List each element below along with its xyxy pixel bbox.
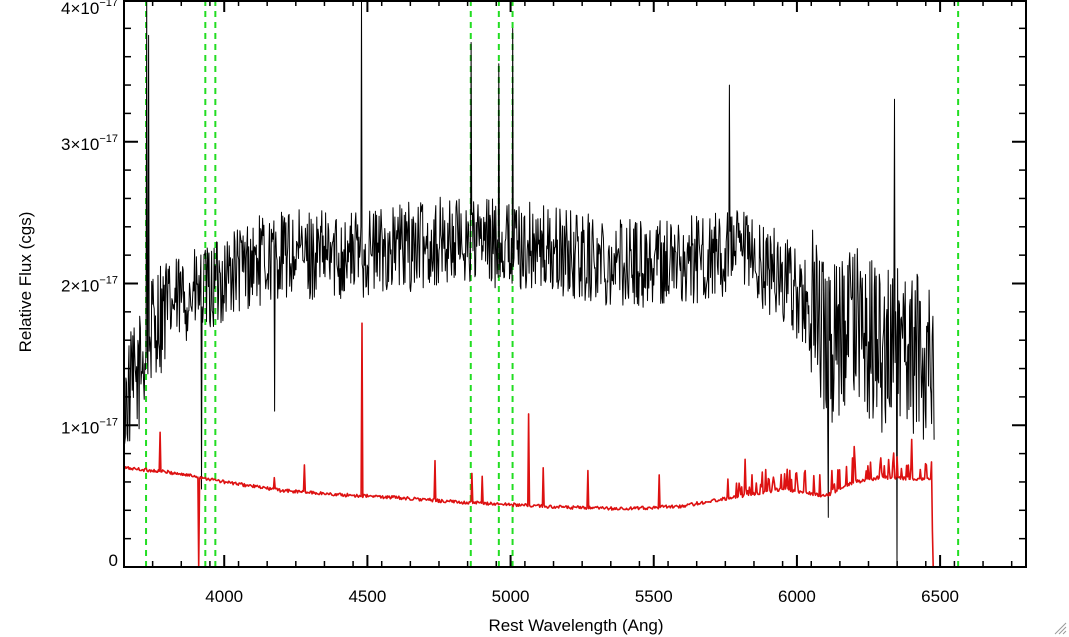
x-tick-label: 5000 — [492, 587, 530, 606]
x-tick-label: 4500 — [348, 587, 386, 606]
y-tick-label: 1×10−17 — [61, 416, 118, 437]
x-tick-label: 6500 — [921, 587, 959, 606]
series-layer — [123, 0, 1026, 568]
y-tick-exponent: −17 — [99, 133, 118, 145]
x-tick-label: 6000 — [778, 587, 816, 606]
x-axis: 4000 4500 5000 5500 6000 6500 — [123, 0, 1013, 606]
x-tick-label: 4000 — [205, 587, 243, 606]
observed-spectrum-line — [123, 0, 935, 568]
x-tick-label: 5500 — [635, 587, 673, 606]
y-tick-label: 2×10−17 — [61, 275, 118, 296]
y-tick-label: 0 — [109, 551, 118, 570]
y-tick-exponent: −17 — [99, 0, 118, 9]
x-axis-title: Rest Wavelength (Ang) — [488, 616, 663, 635]
y-axis: 0 1×10−17 2×10−17 3×10−17 4×10−17 — [61, 0, 1026, 570]
y-axis-title: Relative Flux (cgs) — [16, 212, 35, 353]
y-tick-exponent: −17 — [99, 275, 118, 287]
y-tick-exponent: −17 — [99, 416, 118, 428]
model-spectrum-line — [123, 322, 1026, 568]
y-tick-label: 3×10−17 — [61, 133, 118, 154]
resize-grip-icon[interactable] — [1053, 621, 1067, 635]
y-tick-label: 4×10−17 — [61, 0, 118, 18]
